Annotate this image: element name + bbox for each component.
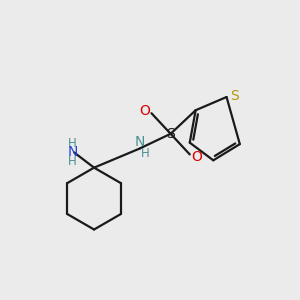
- Text: H: H: [68, 155, 76, 168]
- Text: O: O: [140, 104, 150, 118]
- Text: N: N: [68, 145, 78, 159]
- Text: S: S: [166, 127, 175, 141]
- Text: S: S: [230, 88, 239, 103]
- Text: O: O: [191, 150, 202, 164]
- Text: H: H: [141, 147, 150, 160]
- Text: N: N: [135, 135, 146, 149]
- Text: H: H: [68, 136, 77, 150]
